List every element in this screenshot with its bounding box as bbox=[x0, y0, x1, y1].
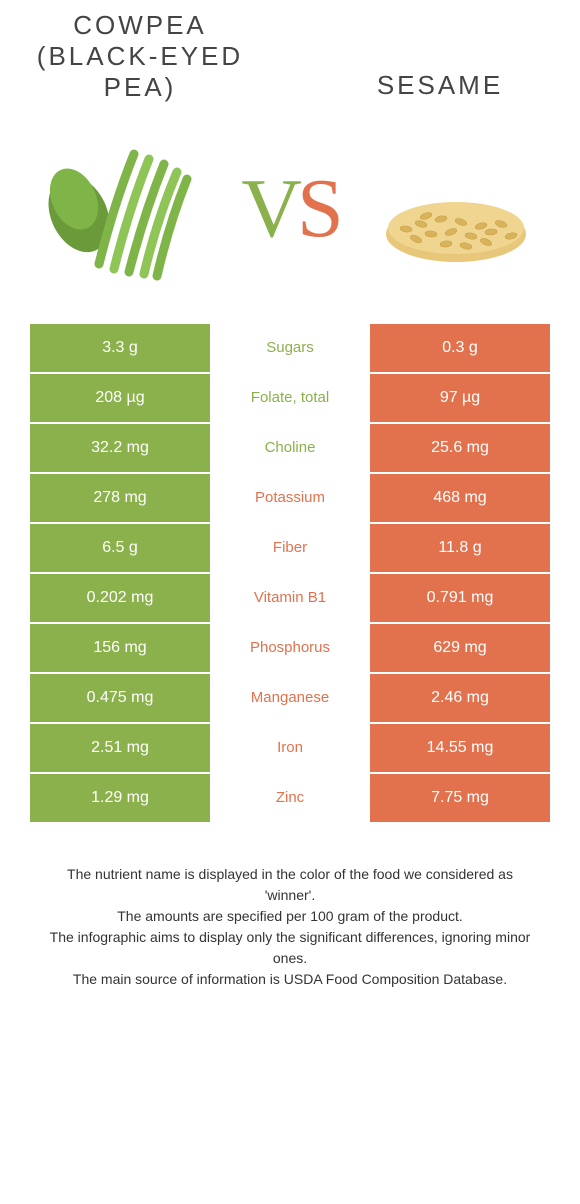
cell-left-value: 208 µg bbox=[30, 374, 210, 422]
cell-nutrient-label: Sugars bbox=[210, 324, 370, 372]
footer-notes: The nutrient name is displayed in the co… bbox=[0, 824, 580, 990]
cell-left-value: 1.29 mg bbox=[30, 774, 210, 822]
cell-left-value: 6.5 g bbox=[30, 524, 210, 572]
cell-nutrient-label: Vitamin B1 bbox=[210, 574, 370, 622]
cowpea-image bbox=[34, 119, 214, 299]
footer-line3: The infographic aims to display only the… bbox=[40, 927, 540, 969]
cell-nutrient-label: Zinc bbox=[210, 774, 370, 822]
cell-right-value: 629 mg bbox=[370, 624, 550, 672]
cell-nutrient-label: Folate, total bbox=[210, 374, 370, 422]
cowpea-icon bbox=[39, 124, 209, 294]
cell-right-value: 25.6 mg bbox=[370, 424, 550, 472]
header: COWPEA (BLACK-EYED PEA) SESAME bbox=[0, 0, 580, 104]
cell-right-value: 0.791 mg bbox=[370, 574, 550, 622]
table-row: 208 µgFolate, total97 µg bbox=[30, 374, 550, 424]
title-sesame: SESAME bbox=[330, 70, 550, 101]
vs-label: VS bbox=[241, 160, 338, 257]
cell-nutrient-label: Choline bbox=[210, 424, 370, 472]
cell-nutrient-label: Iron bbox=[210, 724, 370, 772]
table-row: 6.5 gFiber11.8 g bbox=[30, 524, 550, 574]
cell-right-value: 97 µg bbox=[370, 374, 550, 422]
cell-nutrient-label: Potassium bbox=[210, 474, 370, 522]
cell-left-value: 2.51 mg bbox=[30, 724, 210, 772]
cell-left-value: 0.475 mg bbox=[30, 674, 210, 722]
cell-right-value: 468 mg bbox=[370, 474, 550, 522]
footer-line2: The amounts are specified per 100 gram o… bbox=[40, 906, 540, 927]
cell-left-value: 0.202 mg bbox=[30, 574, 210, 622]
title-cowpea-line3: PEA) bbox=[30, 72, 250, 103]
table-row: 1.29 mgZinc7.75 mg bbox=[30, 774, 550, 824]
cell-right-value: 0.3 g bbox=[370, 324, 550, 372]
vs-v: V bbox=[241, 162, 297, 255]
footer-line1: The nutrient name is displayed in the co… bbox=[40, 864, 540, 906]
sesame-image bbox=[366, 119, 546, 299]
cell-nutrient-label: Fiber bbox=[210, 524, 370, 572]
title-cowpea-line2: (BLACK-EYED bbox=[30, 41, 250, 72]
footer-line4: The main source of information is USDA F… bbox=[40, 969, 540, 990]
images-row: VS bbox=[0, 104, 580, 324]
cell-left-value: 278 mg bbox=[30, 474, 210, 522]
table-row: 0.475 mgManganese2.46 mg bbox=[30, 674, 550, 724]
cell-left-value: 32.2 mg bbox=[30, 424, 210, 472]
cell-right-value: 2.46 mg bbox=[370, 674, 550, 722]
cell-right-value: 11.8 g bbox=[370, 524, 550, 572]
cell-nutrient-label: Manganese bbox=[210, 674, 370, 722]
title-cowpea-line1: COWPEA bbox=[30, 10, 250, 41]
table-row: 3.3 gSugars0.3 g bbox=[30, 324, 550, 374]
sesame-icon bbox=[371, 124, 541, 294]
cell-left-value: 156 mg bbox=[30, 624, 210, 672]
table-row: 32.2 mgCholine25.6 mg bbox=[30, 424, 550, 474]
table-row: 278 mgPotassium468 mg bbox=[30, 474, 550, 524]
cell-left-value: 3.3 g bbox=[30, 324, 210, 372]
table-row: 0.202 mgVitamin B10.791 mg bbox=[30, 574, 550, 624]
comparison-table: 3.3 gSugars0.3 g208 µgFolate, total97 µg… bbox=[0, 324, 580, 824]
title-cowpea: COWPEA (BLACK-EYED PEA) bbox=[30, 10, 250, 104]
table-row: 156 mgPhosphorus629 mg bbox=[30, 624, 550, 674]
cell-right-value: 14.55 mg bbox=[370, 724, 550, 772]
vs-s: S bbox=[297, 162, 339, 255]
cell-right-value: 7.75 mg bbox=[370, 774, 550, 822]
cell-nutrient-label: Phosphorus bbox=[210, 624, 370, 672]
table-row: 2.51 mgIron14.55 mg bbox=[30, 724, 550, 774]
